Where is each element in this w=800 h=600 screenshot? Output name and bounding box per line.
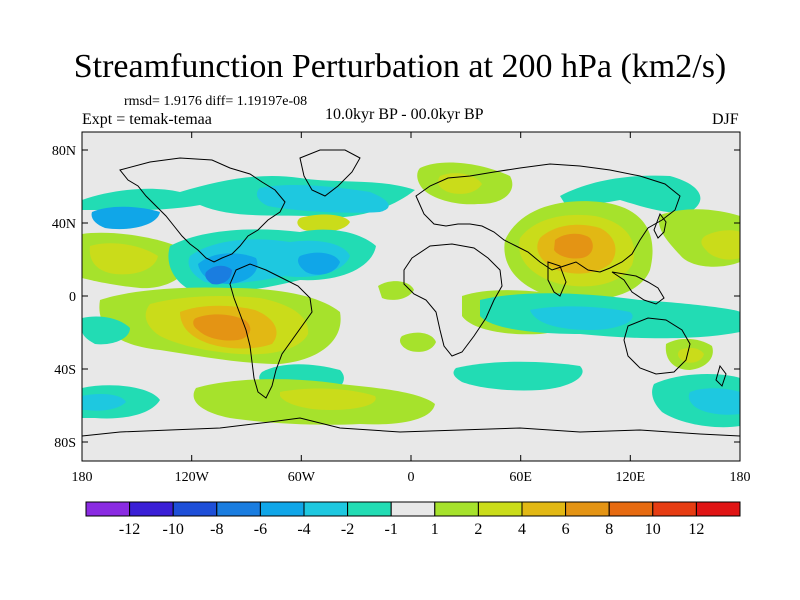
colorbar-label: -10	[163, 521, 184, 538]
contour-pacific-blue	[91, 206, 160, 230]
colorbar-box	[85, 501, 131, 517]
contour-atlantic-blue	[298, 252, 340, 275]
x-tick-180-left: 180	[72, 470, 93, 485]
contour-indian-south-cyan	[453, 361, 583, 391]
colorbar-label: -12	[119, 521, 140, 538]
colorbar-box	[129, 501, 174, 517]
x-tick-marks	[81, 132, 631, 461]
contour-samerica-orange	[193, 314, 251, 341]
x-tick-120e: 120E	[616, 470, 646, 485]
contour-caribbean-darkblue	[205, 265, 232, 285]
colorbar-label: -1	[385, 521, 398, 538]
colorbar-box	[652, 501, 697, 517]
colorbar-label: 6	[562, 521, 570, 538]
contour-indian-lightblue	[530, 306, 633, 330]
y-tick-marks	[82, 149, 740, 443]
x-tick-0: 0	[408, 470, 415, 485]
coastline-southeast-asia	[611, 271, 665, 305]
coastline-new-zealand	[715, 364, 727, 387]
x-tick-labels: 180 120W 60W 0 60E 120E 180	[72, 470, 751, 485]
colorbar-label: -6	[254, 521, 267, 538]
y-tick-labels: 80N 40N 0 40S 80S	[52, 144, 76, 451]
coastline-north-america	[119, 157, 286, 263]
season-label: DJF	[712, 111, 739, 128]
colorbar-box	[695, 501, 741, 517]
contour-asia-orange	[554, 233, 593, 259]
colorbar-labels: -12 -10 -8 -6 -4 -2 -1 1 2 4 6 8 10 12	[119, 521, 704, 538]
y-tick-80s: 80S	[54, 436, 76, 451]
x-tick-60e: 60E	[509, 470, 532, 485]
colorbar-label: -2	[341, 521, 354, 538]
y-tick-0: 0	[69, 290, 76, 305]
coastlines	[82, 149, 740, 437]
contour-atlantic-green	[378, 281, 414, 300]
contour-southpac-lightblue	[82, 394, 126, 411]
y-tick-40s: 40S	[54, 363, 76, 378]
x-tick-120w: 120W	[175, 470, 210, 485]
colorbar-box	[303, 501, 349, 517]
colorbar-box	[477, 501, 523, 517]
y-tick-80n: 80N	[52, 144, 76, 159]
colorbar-label: 12	[688, 521, 704, 538]
contour-pacific-olive	[701, 230, 740, 260]
experiment-label: Expt = temak-temaa	[82, 111, 212, 128]
coastline-antarctica	[82, 417, 740, 437]
colorbar-label: 4	[518, 521, 526, 538]
contour-east-pacific-olive	[89, 243, 158, 275]
contour-southern-olive	[280, 388, 376, 410]
coastline-eurasia	[415, 163, 681, 273]
period-label: 10.0kyr BP - 00.0kyr BP	[325, 106, 484, 123]
colorbar-box	[347, 501, 392, 517]
colorbar-box	[390, 501, 436, 517]
contour-australia-olive	[677, 347, 704, 363]
coastline-africa	[403, 243, 503, 357]
colorbar-label: 2	[474, 521, 482, 538]
colorbar-box	[565, 501, 610, 517]
y-tick-40n: 40N	[52, 217, 76, 232]
contour-fields	[82, 162, 740, 428]
map-title: Streamfunction Perturbation at 200 hPa (…	[73, 48, 727, 85]
colorbar-label: 1	[431, 521, 439, 538]
contour-se-pacific-lightblue	[688, 388, 740, 415]
colorbar-box	[521, 501, 567, 517]
colorbar-label: 10	[645, 521, 661, 538]
colorbar	[85, 501, 741, 517]
colorbar-label: 8	[605, 521, 613, 538]
colorbar-box	[216, 501, 261, 517]
x-tick-180-right: 180	[730, 470, 751, 485]
coastline-greenland	[299, 149, 361, 197]
coastline-india	[547, 261, 567, 297]
stats-label: rmsd= 1.9176 diff= 1.19197e-08	[124, 94, 308, 109]
contour-south-pacific-cyan	[82, 316, 130, 345]
colorbar-label: -4	[297, 521, 310, 538]
contour-south-atlantic-green	[400, 332, 436, 352]
contour-north-america-cyan	[256, 185, 389, 213]
contour-atlantic-yellow	[297, 214, 350, 232]
colorbar-box	[172, 501, 218, 517]
x-tick-60w: 60W	[288, 470, 316, 485]
coastline-australia	[623, 317, 691, 375]
coastline-south-america	[229, 263, 313, 399]
colorbar-box	[259, 501, 305, 517]
colorbar-box	[434, 501, 479, 517]
colorbar-label: -8	[210, 521, 223, 538]
coastline-japan	[653, 212, 667, 239]
colorbar-box	[608, 501, 654, 517]
